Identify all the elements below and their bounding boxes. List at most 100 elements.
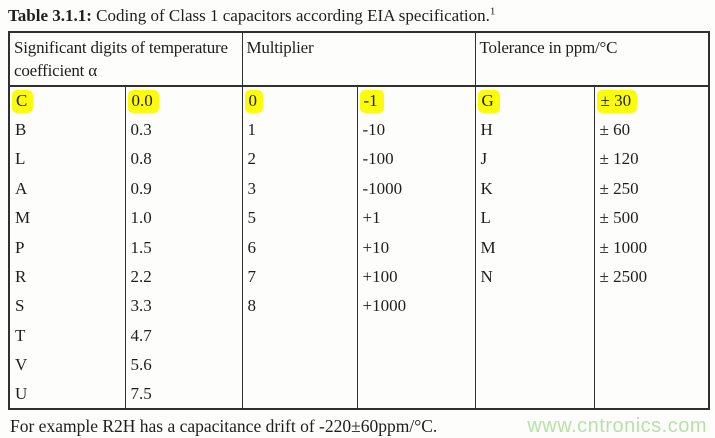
cell-value: A: [15, 178, 28, 198]
cell-value: H: [480, 120, 493, 140]
table-cell-temp-coeff-letter: M: [9, 204, 125, 233]
cell-value: ± 60: [599, 120, 631, 140]
cell-value: 2: [247, 149, 257, 169]
cell-value: N: [480, 267, 493, 287]
header-row: Significant digits of temperature coeffi…: [9, 32, 710, 87]
table-cell-temp-coeff-value: 2.2: [124, 262, 242, 292]
table-cell-temp-coeff-letter: C: [9, 86, 125, 115]
table-cell-temp-coeff-letter: R: [9, 262, 125, 291]
footer-row: For example R2H has a capacitance drift …: [10, 415, 709, 437]
highlighted-value: C: [12, 89, 34, 113]
table-cell-multiplier-digit: 8: [241, 291, 357, 322]
table-cell-multiplier-digit: 7: [241, 262, 357, 292]
table-cell-temp-coeff-letter: T: [9, 321, 125, 350]
table-cell-temp-coeff-value: 1.0: [124, 203, 242, 233]
highlighted-value: 0.0: [127, 89, 159, 113]
table-cell-multiplier-value: -1000: [356, 174, 476, 204]
table-row: P 1.5 6 +10 M ± 1000: [9, 232, 710, 263]
table-row: R 2.2 7 +100 N ± 2500: [9, 262, 710, 292]
cell-value: 5: [247, 208, 257, 228]
cell-value: T: [15, 325, 26, 345]
cell-value: 0.9: [130, 178, 152, 198]
table-cell-multiplier-value: +10: [356, 232, 476, 263]
table-cell-tolerance-letter: J: [474, 144, 595, 175]
table-row: M 1.0 5 +1 L ± 500: [9, 203, 710, 233]
cell-value: J: [480, 149, 488, 169]
table-cell-temp-coeff-value: 5.6: [124, 350, 242, 380]
cell-value: 1.0: [130, 208, 152, 228]
cell-value: 4.7: [130, 325, 152, 345]
table-cell-temp-coeff-letter: L: [9, 145, 125, 174]
table-cell-tolerance-value: ± 30: [593, 86, 710, 116]
cell-value: +10: [362, 237, 390, 257]
header-significant-digits: Significant digits of temperature coeffi…: [9, 32, 242, 87]
highlighted-value: -1: [359, 89, 384, 113]
cell-value: 7: [247, 267, 257, 287]
cell-value: 5.6: [130, 355, 152, 375]
table-body: C 0.0 0 -1 G ± 30 B 0.3 1 -10 H ± 60 L 0.8 2 -100 J ± 120…: [9, 86, 710, 410]
cell-value: +1000: [362, 296, 407, 316]
cell-value: ± 250: [599, 178, 639, 198]
table-cell-tolerance-value: ± 250: [593, 174, 710, 204]
cell-value: 3: [247, 178, 257, 198]
table-header: Significant digits of temperature coeffi…: [9, 32, 710, 87]
table-cell-tolerance-value: [593, 321, 710, 351]
table-cell-multiplier-value: +1: [356, 203, 476, 233]
cell-value: 3.3: [130, 296, 152, 316]
cell-value: L: [15, 149, 26, 169]
table-caption: Table 3.1.1: Coding of Class 1 capacitor…: [8, 4, 715, 27]
table-cell-multiplier-digit: 1: [241, 115, 357, 145]
cell-value: 0.8: [130, 149, 152, 169]
cell-value: S: [15, 296, 25, 316]
cell-value: 7.5: [130, 384, 152, 404]
table-cell-multiplier-value: -100: [356, 144, 476, 175]
cell-value: 6: [247, 237, 257, 257]
cell-value: +100: [362, 267, 398, 287]
table-cell-multiplier-digit: 0: [241, 86, 357, 116]
table-cell-multiplier-value: -10: [356, 115, 476, 145]
table-cell-tolerance-value: ± 120: [593, 144, 710, 175]
cell-value: -1000: [362, 178, 403, 198]
highlighted-value: 0: [244, 89, 263, 113]
table-cell-tolerance-letter: M: [474, 232, 595, 263]
table-cell-temp-coeff-letter: U: [9, 380, 125, 409]
table-cell-tolerance-letter: L: [474, 203, 595, 233]
table-row: U 7.5: [9, 379, 710, 410]
table-cell-tolerance-value: [593, 350, 710, 380]
table-cell-tolerance-value: [593, 379, 710, 410]
table-cell-tolerance-letter: [474, 321, 595, 351]
table-cell-multiplier-digit: 6: [241, 232, 357, 263]
table-cell-multiplier-digit: [241, 350, 357, 380]
cell-value: M: [15, 208, 31, 228]
table-cell-multiplier-value: +100: [356, 262, 476, 292]
table-cell-temp-coeff-letter: A: [9, 174, 125, 203]
header-multiplier: Multiplier: [241, 32, 476, 87]
footnote-reference: 1: [489, 5, 496, 18]
table-cell-multiplier-digit: 2: [241, 144, 357, 175]
cell-value: K: [480, 178, 493, 198]
table-cell-tolerance-value: ± 60: [593, 115, 710, 145]
table-cell-multiplier-value: +1000: [356, 291, 476, 322]
table-cell-tolerance-letter: [474, 291, 595, 322]
cell-value: U: [15, 384, 28, 404]
table-footnote: For example R2H has a capacitance drift …: [10, 416, 438, 437]
table-cell-temp-coeff-value: 4.7: [124, 321, 242, 351]
table-cell-tolerance-letter: N: [474, 262, 595, 292]
cell-value: -100: [362, 149, 394, 169]
table-caption-text: Coding of Class 1 capacitors according E…: [91, 6, 490, 25]
cell-value: L: [480, 208, 491, 228]
highlighted-value: ± 30: [596, 89, 638, 113]
cell-value: M: [480, 237, 496, 257]
table-cell-temp-coeff-letter: S: [9, 292, 125, 321]
table-cell-temp-coeff-value: 0.9: [124, 174, 242, 204]
table-cell-temp-coeff-value: 0.3: [124, 115, 242, 145]
table-row: V 5.6: [9, 350, 710, 380]
cell-value: 0.3: [130, 120, 152, 140]
table-cell-temp-coeff-letter: P: [9, 233, 125, 262]
table-cell-tolerance-letter: [474, 379, 595, 410]
cell-value: R: [15, 267, 27, 287]
table-cell-temp-coeff-value: 1.5: [124, 232, 242, 263]
table-cell-temp-coeff-value: 7.5: [124, 379, 242, 410]
table-cell-tolerance-letter: G: [474, 86, 595, 116]
